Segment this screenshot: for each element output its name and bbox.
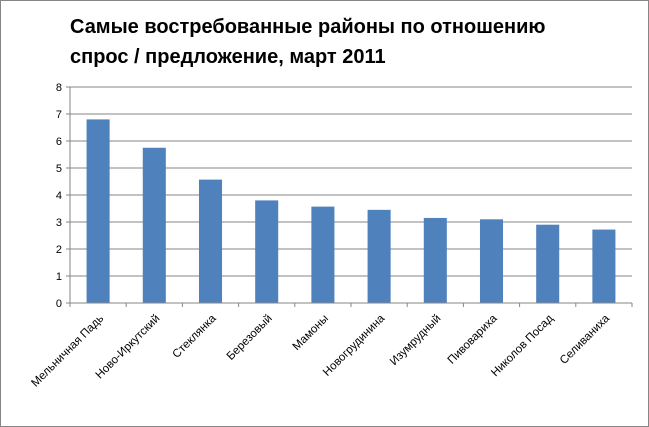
x-category-label: Мамоны (291, 313, 331, 353)
bar-7 (423, 217, 447, 303)
y-tick-label: 7 (56, 109, 62, 121)
bar-9 (536, 224, 560, 303)
y-tick-labels: 0 1 2 3 4 5 6 7 8 (56, 82, 62, 310)
y-tick-label: 6 (56, 136, 62, 148)
bar-2 (142, 147, 166, 303)
bar-5 (311, 206, 335, 303)
y-tick-label: 0 (56, 298, 62, 310)
y-tick-label: 2 (56, 244, 62, 256)
x-category-label: Мельничная Падь (29, 313, 106, 390)
x-category-label: Березовый (225, 313, 275, 363)
x-category-label: Новогрудинина (321, 312, 388, 379)
x-category-label: Стеклянка (171, 312, 219, 360)
bar-8 (479, 219, 504, 303)
bar-10 (592, 229, 616, 303)
axes (66, 86, 633, 307)
chart-title: Самые востребованные районы по отношению… (70, 12, 630, 72)
y-tick-label: 5 (56, 163, 62, 175)
chart-title-line-2: спрос / предложение, март 2011 (70, 46, 386, 68)
x-category-label: Изумрудный (388, 313, 443, 368)
y-tick-label: 4 (56, 190, 62, 202)
bar-1 (86, 119, 110, 304)
x-category-label: Селиваниха (558, 312, 613, 367)
x-category-label: Пивовариха (446, 312, 500, 366)
y-tick-label: 1 (56, 271, 62, 283)
chart-title-line-1: Самые востребованные районы по отношению (70, 16, 546, 38)
bars (86, 119, 616, 304)
y-tick-label: 3 (56, 217, 62, 229)
y-tick-label: 8 (56, 82, 62, 94)
x-category-label: Николов Посад (489, 312, 556, 379)
bar-3 (198, 179, 223, 303)
bar-4 (255, 200, 279, 303)
bar-6 (367, 209, 391, 303)
